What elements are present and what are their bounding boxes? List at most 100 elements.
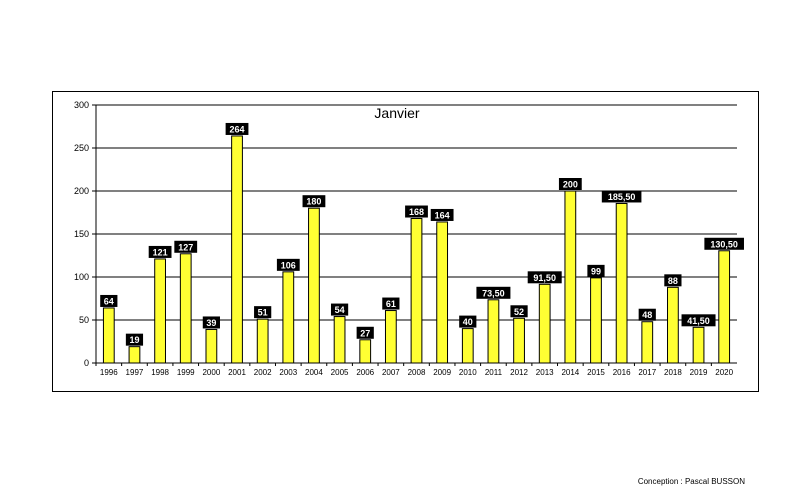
data-label-bg-2002 [254, 306, 272, 319]
bar-2020 [718, 250, 731, 364]
bar-2019 [692, 326, 705, 364]
data-label: 180 [306, 197, 321, 207]
bar-2011 [487, 299, 500, 364]
bar-2008 [410, 218, 423, 364]
data-label-bg-2018 [664, 274, 682, 287]
x-tick-label: 2015 [587, 368, 605, 377]
data-label: 19 [129, 335, 139, 345]
data-label: 121 [153, 247, 168, 257]
data-label-bg-2000 [202, 316, 220, 329]
data-label-bg-1997 [125, 333, 144, 346]
x-tick-label: 2017 [638, 368, 656, 377]
data-label-bg-2003 [276, 258, 300, 271]
data-label-bg-2008 [405, 205, 428, 218]
data-label: 264 [230, 124, 245, 134]
x-tick-label: 2000 [202, 368, 220, 377]
bar-2018 [667, 286, 679, 364]
bar-2005 [333, 316, 346, 364]
data-labels: 64 19 121 127 39 264 51 106 180 54 27 61 168 164 40 73,… [100, 122, 744, 346]
bar-2001 [231, 135, 243, 364]
x-tick-label: 2010 [459, 368, 477, 377]
x-tick-label: 2012 [510, 368, 528, 377]
data-label-bg-2009 [430, 208, 454, 221]
data-label: 51 [258, 308, 268, 318]
bar-1999 [179, 253, 192, 364]
data-label: 54 [335, 305, 345, 315]
data-label-bg-2017 [638, 308, 656, 321]
bars [102, 135, 731, 364]
x-tick-label: 2011 [485, 368, 503, 377]
bar-2013 [538, 283, 551, 364]
bar-2003 [282, 271, 295, 364]
bar-2009 [436, 221, 449, 364]
bar-1998 [154, 258, 166, 364]
x-tick-label: 2003 [279, 368, 297, 377]
data-label: 48 [642, 310, 652, 320]
data-label-bg-2015 [587, 264, 605, 277]
x-tick-label: 2002 [254, 368, 272, 377]
bar-2016 [615, 202, 628, 364]
x-tick-label: 2018 [664, 368, 682, 377]
x-tick-label: 2005 [331, 368, 349, 377]
bar-1997 [128, 346, 141, 364]
bar-2004 [308, 207, 320, 364]
x-tick-label: 2014 [561, 368, 579, 377]
y-tick-label: 50 [79, 315, 89, 325]
data-label: 164 [435, 210, 450, 220]
bar-2017 [641, 321, 654, 364]
data-label-bg-2011 [476, 286, 511, 299]
x-tick-label: 2020 [715, 368, 733, 377]
data-label: 52 [514, 307, 524, 317]
x-tick-label: 1996 [100, 368, 118, 377]
data-label: 130,50 [710, 239, 738, 249]
y-tick-label: 0 [84, 358, 89, 368]
data-label-bg-1999 [174, 240, 198, 253]
data-label-bg-2007 [382, 297, 400, 310]
data-label: 61 [386, 299, 396, 309]
data-label-bg-2020 [704, 237, 744, 250]
data-label-bg-2019 [681, 314, 716, 327]
x-tick-label: 2019 [690, 368, 708, 377]
bar-2000 [205, 328, 218, 364]
data-label: 39 [206, 318, 216, 328]
data-label-bg-1998 [148, 245, 172, 258]
data-label: 40 [463, 317, 473, 327]
data-label-bg-2004 [302, 195, 326, 208]
bar-2006 [359, 339, 372, 364]
data-label: 27 [360, 328, 370, 338]
x-tick-label: 1998 [151, 368, 169, 377]
data-label-bg-2016 [601, 190, 642, 203]
data-label-bg-2010 [459, 315, 477, 328]
y-tick-label: 250 [74, 143, 89, 153]
data-label: 168 [409, 207, 424, 217]
axes [92, 104, 737, 366]
bar-2015 [590, 277, 602, 364]
data-label: 73,50 [482, 288, 505, 298]
x-tick-label: 2007 [382, 368, 400, 377]
data-label-bg-2005 [330, 303, 349, 316]
data-label: 106 [281, 260, 296, 270]
chart-frame: 0 50 100 150 200 250 300 1996 1997 1998 1999 2000 20… [52, 91, 759, 392]
x-tick-label: 2006 [356, 368, 374, 377]
data-label: 127 [178, 242, 193, 252]
data-label: 88 [668, 276, 678, 286]
x-tick-label: 2001 [228, 368, 246, 377]
credit-text: Conception : Pascal BUSSON [637, 477, 745, 486]
bar-2007 [384, 310, 397, 364]
data-label: 185,50 [608, 192, 636, 202]
x-tick-label: 2009 [433, 368, 451, 377]
y-tick-label: 300 [74, 100, 89, 110]
data-label-bg-2012 [510, 305, 528, 318]
bar-2002 [256, 318, 269, 364]
bar-2014 [564, 190, 577, 364]
y-tick-label: 150 [74, 229, 89, 239]
data-label: 41,50 [687, 316, 710, 326]
y-tick-label: 100 [74, 272, 89, 282]
bar-2012 [513, 317, 525, 364]
data-label-bg-2001 [225, 122, 249, 135]
bar-2010 [461, 328, 474, 364]
x-tick-label: 2008 [408, 368, 426, 377]
x-tick-label: 2004 [305, 368, 323, 377]
